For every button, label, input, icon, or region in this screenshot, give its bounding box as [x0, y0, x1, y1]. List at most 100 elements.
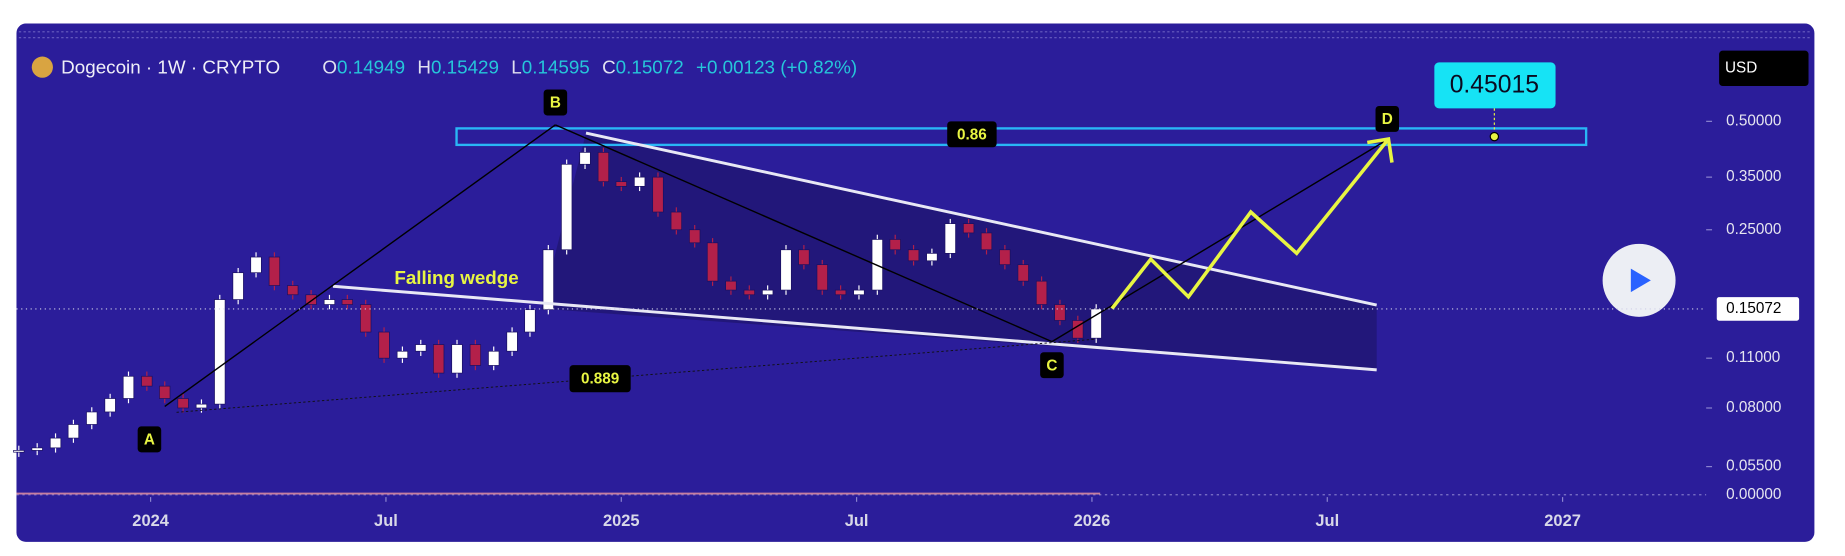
change: +0.00123 (+0.82%): [696, 56, 857, 77]
candle-body: [305, 294, 317, 305]
projection-path: [1110, 137, 1390, 310]
legend-header: Dogecoin · 1W · CRYPTO O0.14949 H0.15429…: [61, 56, 857, 77]
fib-label: 0.889: [581, 370, 619, 387]
x-tick-label: 2026: [1074, 512, 1111, 530]
y-tick-label: 0.11000: [1726, 349, 1780, 366]
candle-body: [506, 331, 518, 352]
ohlc-label: H: [417, 56, 431, 77]
candle-body: [159, 385, 171, 399]
candle-body: [67, 424, 80, 439]
candle-body: [1090, 308, 1102, 339]
candle-body: [323, 299, 336, 305]
x-tick-label: Jul: [374, 512, 398, 530]
candle-body: [633, 176, 646, 187]
projection-arrow: [1366, 136, 1394, 163]
candle-body: [1035, 280, 1048, 305]
candle-body: [469, 344, 482, 366]
candle-body: [542, 249, 554, 311]
candle-body: [689, 229, 701, 244]
last-price-tag: [1716, 297, 1800, 321]
ohlc-value: 0.14595: [522, 56, 590, 77]
candle-body: [597, 152, 610, 183]
pattern-leg: [555, 124, 1053, 343]
candle-body: [561, 163, 573, 251]
y-tick-label: 0.08000: [1726, 399, 1781, 416]
fib-box: [947, 121, 997, 148]
candle-body: [652, 176, 664, 213]
wedge-fill: [541, 133, 1377, 370]
candle-body: [834, 289, 847, 296]
candle-body: [670, 211, 682, 231]
candle-body: [360, 304, 372, 333]
coin-icon: [31, 56, 53, 78]
x-tick-label: 2025: [603, 512, 640, 530]
candle-body: [13, 450, 25, 453]
point-label: B: [550, 95, 561, 112]
candle-body: [743, 289, 755, 296]
ohlc-label: C: [602, 56, 616, 77]
candle-body: [725, 280, 737, 291]
x-tick-label: Jul: [1315, 512, 1339, 530]
y-tick-label: 0.50000: [1726, 112, 1781, 129]
target-label: 0.45015: [1450, 72, 1539, 99]
candle-body: [415, 344, 427, 352]
candle-body: [341, 299, 353, 305]
candle-body: [1054, 304, 1066, 321]
candle-body: [232, 272, 244, 300]
candle-body: [615, 181, 627, 187]
pattern-leg: [164, 124, 556, 407]
target-zone: [455, 127, 1588, 147]
candle-body: [798, 249, 810, 266]
candle-body: [579, 152, 591, 165]
candle-body: [177, 398, 189, 409]
point-label: D: [1382, 111, 1393, 128]
target-callout: [1434, 62, 1556, 109]
candle-body: [268, 256, 281, 286]
ohlc-label: L: [511, 56, 521, 77]
wedge-lower: [332, 284, 1377, 372]
y-tick-label: 0.25000: [1726, 221, 1781, 238]
candle-body: [141, 375, 153, 387]
ohlc-label: O: [322, 56, 337, 77]
candle-body: [1017, 264, 1029, 282]
wedge-upper: [585, 131, 1378, 307]
fib-label: 0.86: [957, 127, 987, 144]
currency-button[interactable]: [1719, 50, 1809, 86]
point-box: [543, 89, 568, 116]
point-box: [1040, 352, 1064, 379]
candle-body: [195, 403, 208, 409]
candle-body: [31, 447, 43, 451]
candle-body: [433, 344, 445, 374]
x-tick-label: 2027: [1544, 512, 1581, 530]
candle-body: [49, 437, 62, 449]
x-tick-label: Jul: [845, 512, 869, 530]
pattern-label: Falling wedge: [394, 267, 518, 288]
ohlc-value: 0.15072: [616, 56, 684, 77]
candle-body: [926, 253, 938, 262]
candle-body: [780, 249, 792, 291]
candle-body: [524, 309, 536, 333]
candle-body: [853, 289, 865, 296]
y-tick-label: 0.05500: [1726, 458, 1781, 475]
candle-body: [451, 344, 463, 374]
candle-body: [706, 242, 719, 282]
point-label: A: [144, 432, 155, 449]
currency: USD: [1725, 59, 1757, 76]
ohlc-value: 0.14949: [337, 56, 405, 77]
candle-body: [816, 264, 828, 291]
play-icon: [1630, 268, 1651, 293]
candle-body: [762, 289, 774, 296]
y-tick-label: 0.00000: [1726, 486, 1781, 503]
x-tick-label: 2024: [132, 512, 169, 530]
target-dot: [1489, 131, 1500, 142]
point-label: C: [1046, 357, 1057, 374]
point-box: [137, 426, 162, 453]
candle-body: [962, 223, 975, 234]
candle-body: [86, 411, 98, 425]
candle-body: [889, 239, 901, 251]
grid: [16, 120, 1713, 502]
ohlc-value: 0.15429: [431, 56, 499, 77]
candle-body: [999, 249, 1011, 266]
candle-body: [250, 256, 262, 274]
